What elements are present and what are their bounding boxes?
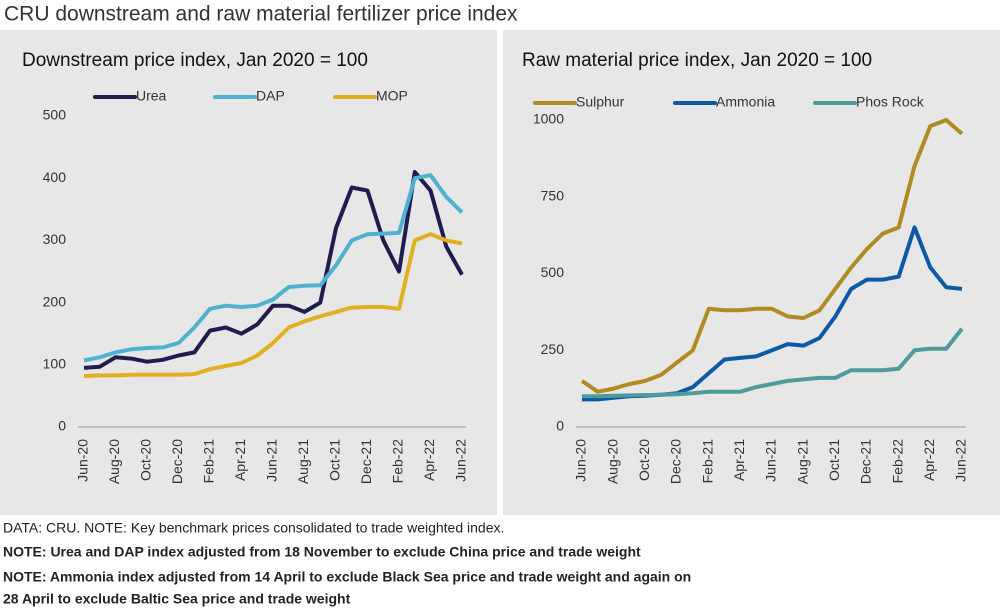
x-tick-label: Aug-21: [794, 439, 810, 484]
x-tick-label: Jun-22: [453, 439, 469, 482]
y-tick-label: 500: [541, 264, 565, 280]
y-tick-label: 400: [43, 169, 67, 185]
x-tick-label: Oct-20: [636, 439, 652, 481]
x-tick-label: Oct-21: [327, 439, 343, 481]
x-tick-label: Dec-21: [358, 439, 374, 484]
x-tick-label: Dec-20: [668, 439, 684, 484]
x-tick-label: Jun-22: [953, 439, 969, 482]
x-tick-label: Aug-20: [604, 439, 620, 484]
chart-title: Raw material price index, Jan 2020 = 100: [522, 50, 872, 71]
x-tick-label: Feb-21: [201, 439, 217, 484]
y-tick-label: 1000: [533, 111, 564, 127]
x-tick-label: Apr-22: [421, 439, 437, 481]
legend-label: DAP: [256, 88, 285, 104]
y-tick-label: 200: [43, 293, 67, 309]
y-tick-label: 250: [541, 341, 565, 357]
y-tick-label: 500: [43, 107, 67, 123]
x-tick-label: Apr-21: [232, 439, 248, 481]
y-tick-label: 300: [43, 231, 67, 247]
legend-label: Urea: [136, 88, 167, 104]
x-tick-label: Apr-22: [921, 439, 937, 481]
panel: [0, 30, 497, 515]
note: 28 April to exclude Baltic Sea price and…: [3, 591, 351, 607]
x-tick-label: Jun-21: [763, 439, 779, 482]
series-line: [580, 118, 964, 394]
x-tick-label: Dec-21: [858, 439, 874, 484]
x-tick-label: Feb-21: [699, 439, 715, 484]
x-tick-label: Feb-22: [889, 439, 905, 484]
x-tick-label: Apr-21: [731, 439, 747, 481]
series-line: [83, 170, 464, 370]
note: NOTE: Ammonia index adjusted from 14 Apr…: [3, 569, 691, 585]
x-tick-label: Aug-20: [106, 439, 122, 484]
legend-label: MOP: [376, 88, 408, 104]
page-title: CRU downstream and raw material fertiliz…: [4, 3, 518, 26]
source-note: DATA: CRU. NOTE: Key benchmark prices co…: [3, 520, 504, 536]
x-tick-label: Oct-20: [138, 439, 154, 481]
y-tick-label: 0: [58, 418, 66, 434]
x-tick-label: Jun-20: [75, 439, 91, 482]
legend-label: Ammonia: [716, 94, 775, 110]
series-line: [582, 327, 964, 399]
x-tick-label: Dec-20: [169, 439, 185, 484]
series-line: [83, 173, 464, 363]
panel: [503, 30, 1000, 515]
x-tick-label: Feb-22: [390, 439, 406, 484]
series-line: [83, 232, 463, 378]
legend-label: Phos Rock: [856, 94, 925, 110]
note: NOTE: Urea and DAP index adjusted from 1…: [3, 544, 641, 560]
y-tick-label: 100: [43, 356, 67, 372]
x-tick-label: Jun-21: [264, 439, 280, 482]
y-tick-label: 0: [556, 418, 564, 434]
x-tick-label: Aug-21: [295, 439, 311, 484]
legend-label: Sulphur: [576, 94, 625, 110]
x-tick-label: Jun-20: [573, 439, 589, 482]
x-tick-label: Oct-21: [826, 439, 842, 481]
y-tick-label: 750: [541, 187, 565, 203]
chart-title: Downstream price index, Jan 2020 = 100: [22, 50, 368, 71]
